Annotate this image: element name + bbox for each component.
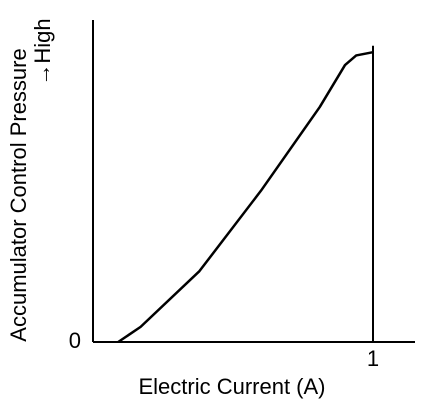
- x-tick-label: 1: [367, 346, 379, 371]
- y-tick-label: 0: [69, 328, 81, 353]
- line: [117, 50, 374, 344]
- y-axis-label: Accumulator Control Pressure: [6, 48, 31, 341]
- y-axis-label: →High: [30, 18, 55, 85]
- x-axis-label: Electric Current (A): [138, 374, 325, 399]
